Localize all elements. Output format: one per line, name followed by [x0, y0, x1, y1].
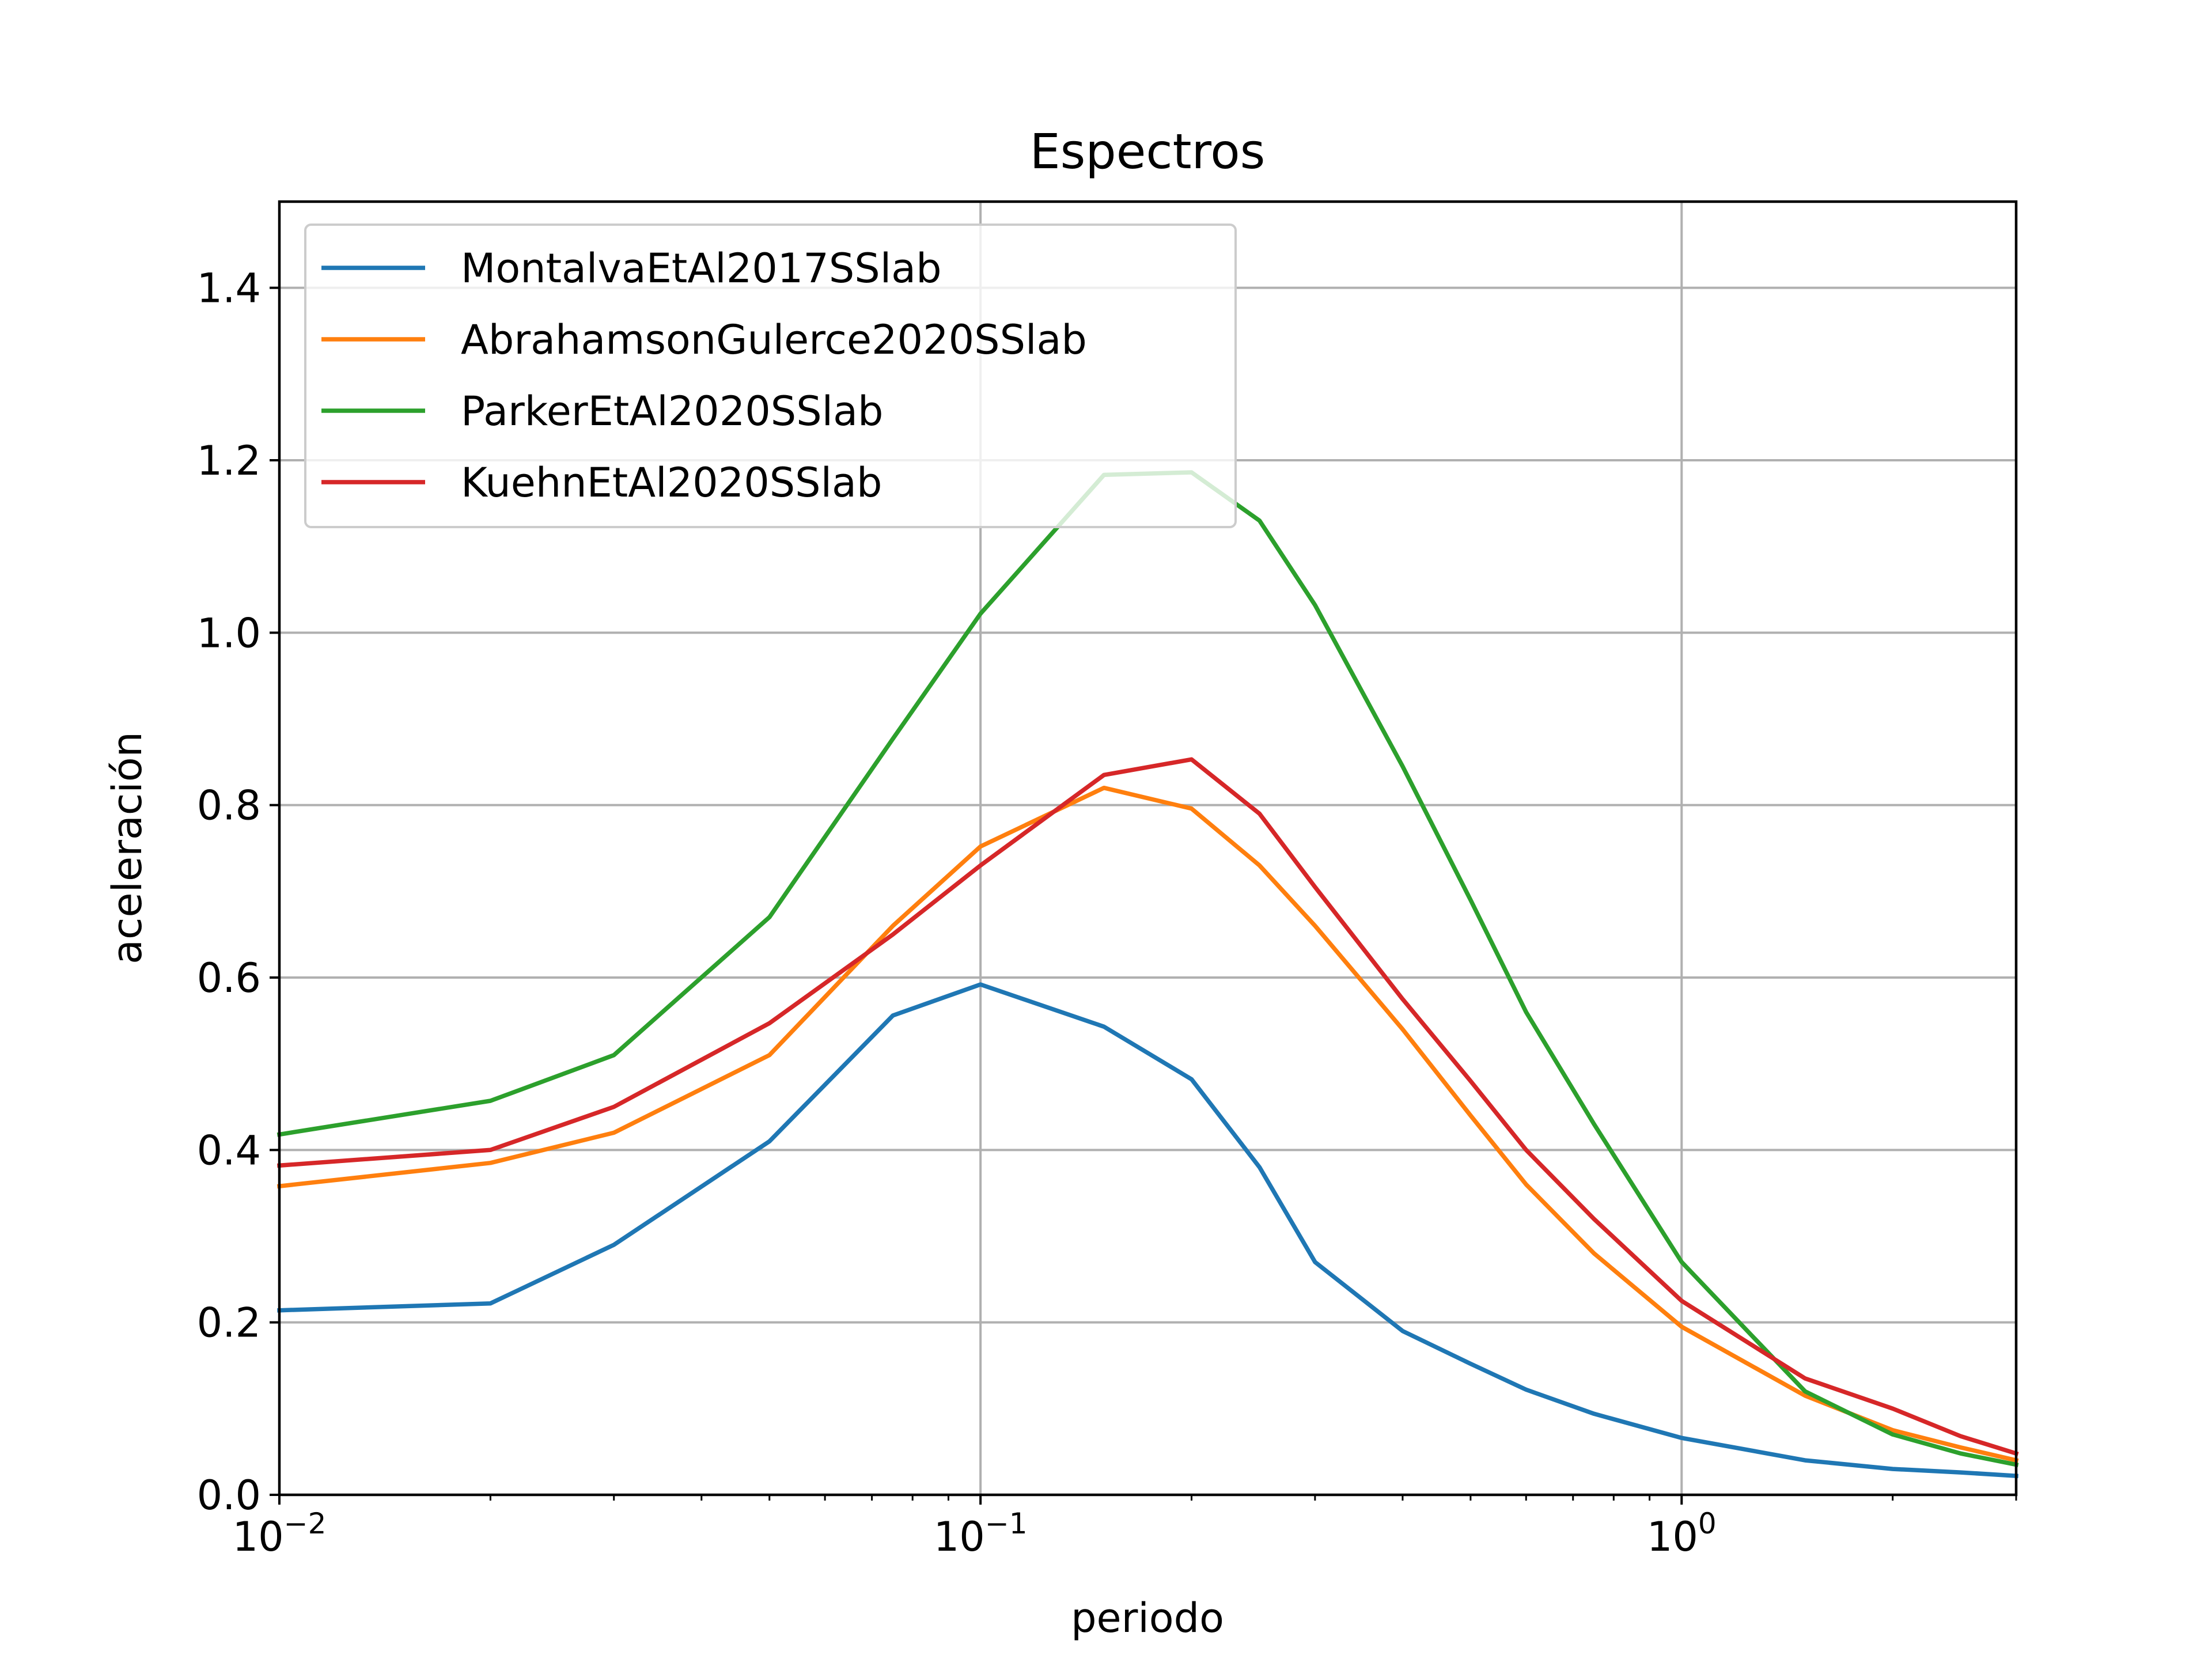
y-tick-label: 1.0 — [197, 609, 261, 657]
series-line-KuehnEtAl2020SSlab — [276, 757, 2019, 1456]
chart-title: Espectros — [1030, 123, 1266, 180]
y-axis-label: aceleración — [104, 732, 151, 964]
plot-frame — [278, 200, 2018, 1497]
x-tick-label: 100 — [1647, 1507, 1717, 1560]
x-axis-label: periodo — [1071, 1594, 1224, 1642]
legend-label: AbrahamsonGulerce2020SSlab — [461, 316, 1087, 363]
y-tick-label: 0.8 — [197, 782, 261, 830]
legend-box — [304, 224, 1237, 528]
series-line-ParkerEtAl2020SSlab — [276, 470, 2019, 1468]
legend: MontalvaEtAl2017SSlab AbrahamsonGulerce20… — [304, 224, 1237, 528]
y-tick-label: 1.4 — [197, 265, 261, 312]
legend-label: MontalvaEtAl2017SSlab — [461, 245, 942, 292]
plot-series — [276, 470, 2019, 1479]
y-tick-label: 1.2 — [197, 437, 261, 484]
y-tick-label: 0.6 — [197, 955, 261, 1002]
series-line-MontalvaEtAl2017SSlab — [277, 982, 2018, 1479]
y-tick-label: 0.2 — [197, 1300, 261, 1347]
x-tick-label: 10−2 — [233, 1507, 327, 1560]
y-tick-label: 0.0 — [197, 1472, 261, 1519]
legend-label: KuehnEtAl2020SSlab — [461, 459, 882, 506]
series-line-AbrahamsonGulerce2020SSlab — [276, 785, 2019, 1463]
legend-label: ParkerEtAl2020SSlab — [461, 388, 883, 435]
axis-ticks: 0.0 0.2 0.4 0.6 0.8 1.0 1.2 1.4 10−2 10−1 100 — [197, 265, 2017, 1560]
x-tick-label: 10−1 — [934, 1507, 1028, 1560]
y-tick-label: 0.4 — [197, 1127, 261, 1174]
